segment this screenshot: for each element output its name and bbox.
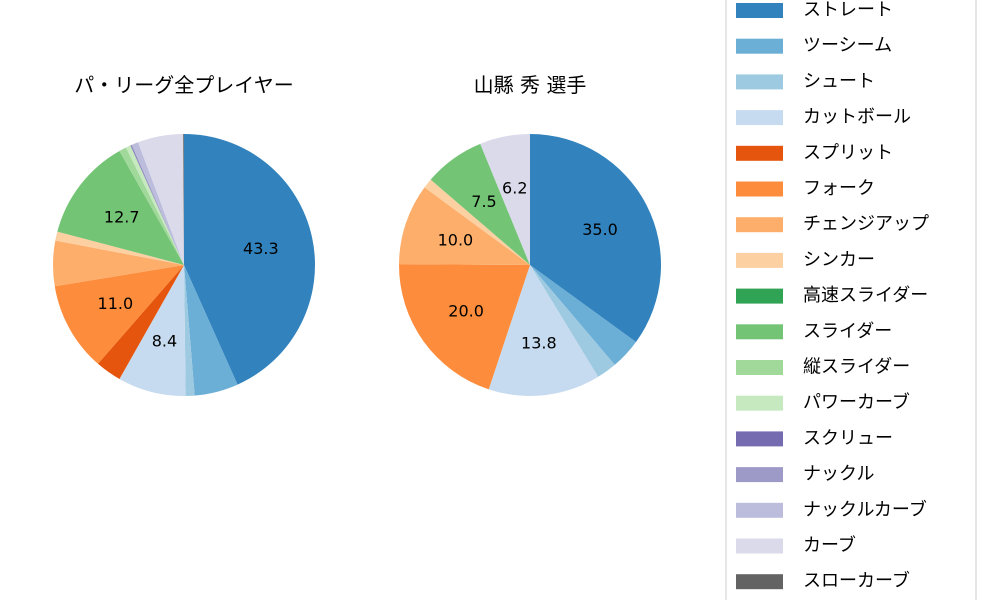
pie-pct-label-0-0: 43.3 <box>243 239 279 258</box>
pie-slice-1-1 <box>530 265 636 365</box>
pie-slice-1-3 <box>488 265 599 397</box>
legend-label-1: ツーシーム <box>803 35 892 56</box>
pie-slice-0-12 <box>130 145 184 265</box>
pie-slice-1-6 <box>424 179 530 265</box>
pie-league-all: パ・リーグ全プレイヤー 43.3 8.4 11.0 12.7 <box>52 73 315 396</box>
pie-slice-0-4 <box>97 265 184 379</box>
legend-swatch-7 <box>736 252 783 268</box>
legend-swatch-5 <box>736 181 783 197</box>
pie-slice-1-7 <box>430 143 530 265</box>
pie-slice-0-9 <box>57 151 185 265</box>
legend-swatch-9 <box>736 324 783 340</box>
legend-swatch-3 <box>736 110 783 126</box>
pie-slice-0-15 <box>138 134 184 265</box>
legend-swatch-12 <box>736 431 783 447</box>
pie-slice-0-2 <box>184 265 195 396</box>
pie-slice-1-8 <box>480 134 530 265</box>
pie-pct-label-0-3: 8.4 <box>152 332 177 351</box>
legend-label-14: ナックルカーブ <box>803 498 927 520</box>
legend-label-15: カーブ <box>803 534 856 556</box>
pie-slice-0-16 <box>183 134 184 265</box>
legend-label-11: パワーカーブ <box>803 391 910 413</box>
legend-swatch-8 <box>736 288 783 304</box>
pie-slice-0-14 <box>131 142 184 265</box>
legend: ストレートツーシームシュートカットボールスプリットフォークチェンジアップシンカー… <box>725 0 977 600</box>
pie-slice-1-2 <box>530 265 615 377</box>
legend-label-2: シュート <box>803 71 875 92</box>
pie-slice-1-4 <box>399 264 530 390</box>
legend-label-12: スクリュー <box>803 428 893 449</box>
legend-swatch-16 <box>736 574 783 590</box>
pie-slice-0-6 <box>52 240 184 287</box>
legend-swatch-13 <box>736 467 783 483</box>
pie-pct-label-1-8: 6.2 <box>502 178 527 197</box>
legend-swatch-11 <box>736 395 783 411</box>
legend-label-0: ストレート <box>803 0 893 21</box>
legend-swatch-6 <box>736 217 783 233</box>
legend-frame <box>725 0 977 600</box>
pie-slice-0-1 <box>184 265 238 396</box>
legend-swatch-1 <box>736 38 783 54</box>
pie-pct-label-0-9: 12.7 <box>104 208 140 227</box>
legend-swatch-2 <box>736 74 783 90</box>
legend-label-8: 高速スライダー <box>803 285 928 306</box>
pie-pct-label-1-5: 10.0 <box>438 231 474 250</box>
legend-swatch-10 <box>736 360 783 375</box>
legend-label-7: シンカー <box>803 249 875 270</box>
pie-slice-1-0 <box>530 134 661 342</box>
legend-label-10: 縦スライダー <box>803 357 910 378</box>
pie-title-league: パ・リーグ全プレイヤー <box>74 73 293 97</box>
pie-slice-0-5 <box>54 265 184 364</box>
legend-label-13: ナックル <box>803 464 874 485</box>
legend-swatch-0 <box>736 3 783 18</box>
legend-label-16: スローカーブ <box>803 570 910 592</box>
legend-swatch-14 <box>736 502 783 518</box>
pie-slice-0-7 <box>55 231 184 265</box>
pie-pct-label-1-3: 13.8 <box>521 334 557 353</box>
pie-pct-label-1-7: 7.5 <box>471 192 496 211</box>
pie-slice-0-3 <box>119 265 186 396</box>
legend-label-6: チェンジアップ <box>803 214 929 235</box>
legend-label-3: カットボール <box>803 107 911 128</box>
legend-swatch-15 <box>736 538 783 554</box>
pie-slice-0-10 <box>119 147 184 265</box>
legend-label-5: フォーク <box>803 178 875 199</box>
pie-pct-label-1-0: 35.0 <box>582 220 618 239</box>
pie-slice-0-0 <box>184 134 315 385</box>
legend-label-9: スライダー <box>803 321 892 342</box>
pie-title-player: 山縣 秀 選手 <box>474 73 587 97</box>
pie-pct-label-1-4: 20.0 <box>448 301 484 320</box>
pie-slice-0-11 <box>125 145 184 265</box>
pie-slice-1-5 <box>399 187 530 265</box>
pie-player: 山縣 秀 選手 35.0 13.8 20.0 10.0 7.5 6.2 <box>399 73 661 397</box>
legend-swatch-4 <box>736 145 783 161</box>
pie-pct-label-0-5: 11.0 <box>98 294 134 313</box>
pie-slice-0-13 <box>131 144 184 265</box>
legend-label-4: スプリット <box>803 142 893 163</box>
